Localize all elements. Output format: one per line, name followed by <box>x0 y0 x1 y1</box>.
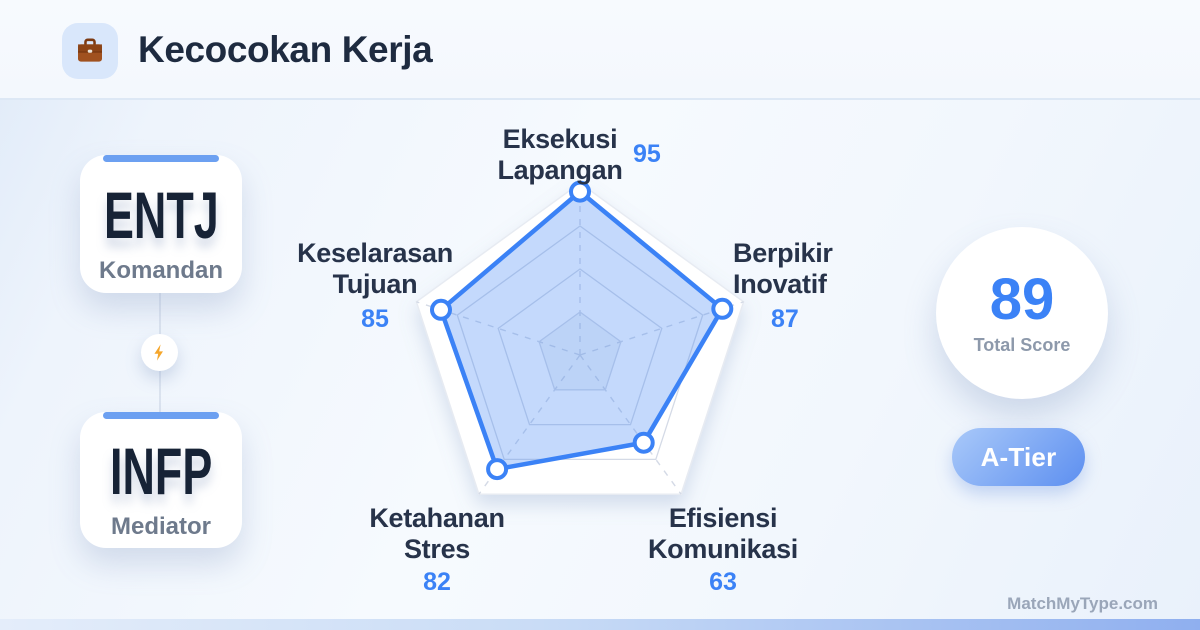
card-accent-bar <box>103 412 219 419</box>
personality-code: INFP <box>109 434 213 508</box>
personality-card-entj: ENTJ Komandan <box>80 155 242 293</box>
axis-value-keselarasan-tujuan: 85 <box>361 305 389 333</box>
axis-value-ketahanan-stres: 82 <box>423 568 451 596</box>
axis-value-eksekusi-lapangan: 95 <box>633 140 661 168</box>
personality-card-infp: INFP Mediator <box>80 412 242 548</box>
lightning-bolt-icon <box>154 344 163 361</box>
axis-label-berpikir-inovatif: Berpikir Inovatif <box>733 238 833 299</box>
personality-code: ENTJ <box>103 178 219 252</box>
personality-name: Mediator <box>110 513 211 540</box>
radar-chart <box>380 155 780 555</box>
axis-value-berpikir-inovatif: 87 <box>771 305 799 333</box>
briefcase-icon <box>62 23 118 79</box>
total-score-label: Total Score <box>973 334 1071 355</box>
page-title: Kecocokan Kerja <box>138 29 433 70</box>
bottom-accent-bar <box>0 619 1200 630</box>
personality-name: Komandan <box>98 257 223 284</box>
axis-label-eksekusi-lapangan: Eksekusi Lapangan <box>497 124 623 185</box>
radar-data-polygon <box>430 180 734 481</box>
card-accent-bar <box>103 155 219 162</box>
total-score-circle: 89 Total Score <box>936 227 1108 399</box>
axis-label-ketahanan-stres: Ketahanan Stres <box>369 503 505 564</box>
axis-value-efisiensi-komunikasi: 63 <box>709 568 737 596</box>
tier-badge: A-Tier <box>952 428 1085 486</box>
watermark: MatchMyType.com <box>1007 594 1158 613</box>
axis-label-efisiensi-komunikasi: Efisiensi Komunikasi <box>647 503 799 564</box>
total-score-value: 89 <box>989 267 1055 333</box>
header: Kecocokan Kerja <box>0 0 1200 100</box>
axis-label-keselarasan-tujuan: Keselarasan Tujuan <box>297 238 453 299</box>
versus-badge <box>141 334 178 371</box>
